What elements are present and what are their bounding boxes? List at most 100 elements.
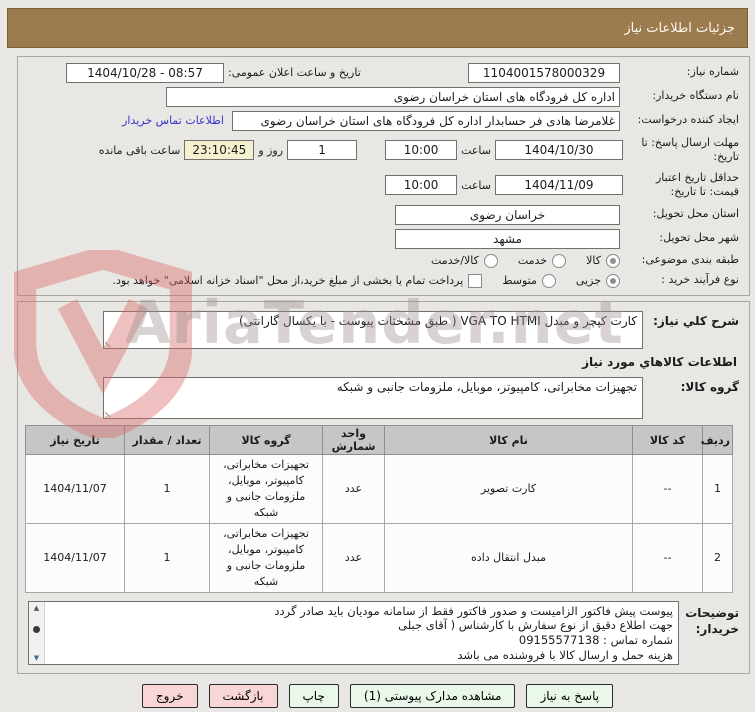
validity-time-field[interactable]: 10:00 xyxy=(385,175,458,195)
col-header-name: نام کالا xyxy=(384,425,633,455)
deadline-time-field[interactable]: 10:00 xyxy=(385,140,458,160)
radio-option-medium[interactable]: متوسط xyxy=(502,273,556,288)
notes-scrollbar[interactable]: ▲ ▼ xyxy=(29,601,45,664)
radio-icon[interactable] xyxy=(552,253,567,268)
goods-table-header-row: ردیف کد کالا نام کالا واحد شمارش گروه کا… xyxy=(25,425,733,455)
col-header-qty: تعداد / مقدار xyxy=(124,425,210,455)
need-number-field[interactable]: 1104001578000329 xyxy=(468,62,620,83)
treasury-checkbox-option[interactable]: پرداخت تمام یا بخشی از مبلغ خرید،از محل … xyxy=(112,273,483,288)
notes-line: جهت اطلاع دقیق از نوع سفارش با کارشناس (… xyxy=(398,618,673,633)
radio-option-goods[interactable]: کالا xyxy=(586,253,620,268)
table-row: 1 -- کارت تصویر عدد تجهیزات مخابراتی، کا… xyxy=(25,454,733,524)
cell-need-date: 1404/11/07 xyxy=(25,454,125,524)
cell-row: 2 xyxy=(702,522,733,593)
buyer-org-label: نام دستگاه خریدار: xyxy=(652,89,739,103)
province-row: استان محل تحویل: خراسان رضوی xyxy=(28,204,739,225)
radio-option-goods-service[interactable]: کالا/خدمت xyxy=(431,253,498,268)
validity-hour-label: ساعت xyxy=(461,178,491,192)
buyer-org-field[interactable]: اداره کل فرودگاه های استان خراسان رضوی xyxy=(166,86,620,107)
deadline-hour-label: ساعت xyxy=(461,143,491,157)
table-row: 2 -- مبدل انتقال داده عدد تجهیزات مخابرا… xyxy=(25,522,733,593)
buyer-notes-text: پیوست پیش فاکتور الزامیست و صدور فاکتور … xyxy=(45,602,678,664)
goods-group-label: گروه کالا: xyxy=(680,380,739,394)
goods-group-textarea[interactable]: تجهیزات مخابراتی، کامپیوتر، موبایل، ملزو… xyxy=(103,377,643,419)
announce-datetime-field[interactable]: 1404/10/28 - 08:57 xyxy=(66,62,224,83)
price-validity-row: حداقل تاریخ اعتبار قیمت: تا تاریخ: 1404/… xyxy=(28,169,739,201)
goods-section-title: اطلاعات کالاهاي مورد نیاز xyxy=(582,355,737,369)
goods-group-row: گروه کالا: تجهیزات مخابراتی، کامپیوتر، م… xyxy=(28,377,739,419)
cell-name: مبدل انتقال داده xyxy=(384,522,633,593)
page-title-bar: جزئیات اطلاعات نیاز xyxy=(7,8,748,48)
scroll-thumb[interactable] xyxy=(33,625,40,633)
deadline-date-field[interactable]: 1404/10/30 xyxy=(495,140,623,160)
buyer-notes-row: توضیحات خریدار: پیوست پیش فاکتور الزامیس… xyxy=(28,600,739,665)
purchase-type-label: نوع فرآیند خرید : xyxy=(661,273,739,287)
creator-label: ایجاد کننده درخواست: xyxy=(637,113,739,127)
treasury-checkbox-label: پرداخت تمام یا بخشی از مبلغ خرید،از محل … xyxy=(112,274,464,287)
validity-date-field[interactable]: 1404/11/09 xyxy=(495,175,623,195)
notes-line: هزینه حمل و ارسال کالا با فروشنده می باش… xyxy=(457,647,673,662)
radio-label: کالا xyxy=(586,254,601,267)
city-field[interactable]: مشهد xyxy=(395,228,620,249)
cell-unit: عدد xyxy=(322,454,385,524)
cell-qty: 1 xyxy=(124,522,210,593)
classification-row: طبقه بندی موضوعی: کالا خدمت کالا/خدمت xyxy=(28,252,739,269)
cell-row: 1 xyxy=(702,454,733,524)
remaining-countdown-field: 23:10:45 xyxy=(184,140,255,160)
remaining-suffix-label: ساعت باقی مانده xyxy=(98,143,181,157)
announce-cluster: تاریخ و ساعت اعلان عمومی: 1404/10/28 - 0… xyxy=(66,62,365,83)
scroll-down-icon[interactable]: ▼ xyxy=(33,653,40,662)
remaining-days-label: روز و xyxy=(258,143,284,157)
col-header-unit: واحد شمارش xyxy=(322,425,385,455)
radio-icon[interactable] xyxy=(483,253,498,268)
response-deadline-row: مهلت ارسال پاسخ: تا تاریخ: 1404/10/30 سا… xyxy=(28,134,739,166)
resize-grip-icon[interactable] xyxy=(105,409,113,417)
buyer-org-row: نام دستگاه خریدار: اداره کل فرودگاه های … xyxy=(28,86,739,107)
province-field[interactable]: خراسان رضوی xyxy=(395,204,620,225)
need-number-row: شماره نیاز: 1104001578000329 تاریخ و ساع… xyxy=(28,62,739,83)
cell-name: کارت تصویر xyxy=(384,454,633,524)
creator-row: ایجاد کننده درخواست: غلامرضا هادی فر حسا… xyxy=(28,110,739,131)
goods-info-groupbox: شرح کلي نیاز: کارت کپچر و مبدل VGA TO HT… xyxy=(17,301,750,674)
col-header-need-date: تاریخ نیاز xyxy=(25,425,125,455)
need-description-row: شرح کلي نیاز: کارت کپچر و مبدل VGA TO HT… xyxy=(28,311,739,349)
checkbox-icon[interactable] xyxy=(468,273,483,288)
need-info-groupbox: شماره نیاز: 1104001578000329 تاریخ و ساع… xyxy=(17,56,750,296)
radio-icon[interactable] xyxy=(606,273,620,288)
deadline-label: مهلت ارسال پاسخ: تا تاریخ: xyxy=(641,135,739,163)
buyer-contact-link[interactable]: اطلاعات تماس خریدار xyxy=(122,114,224,127)
cell-code: -- xyxy=(632,454,703,524)
need-number-label: شماره نیاز: xyxy=(686,65,739,79)
col-header-group: گروه کالا xyxy=(209,425,323,455)
radio-label: خدمت xyxy=(517,254,548,267)
notes-line: شماره تماس : 09155577138 xyxy=(518,632,673,647)
cell-qty: 1 xyxy=(124,454,210,524)
need-description-textarea[interactable]: کارت کپچر و مبدل VGA TO HTMI ( طبق مشخثا… xyxy=(103,311,643,349)
cell-need-date: 1404/11/07 xyxy=(25,522,125,593)
radio-option-minor[interactable]: جزیی xyxy=(576,273,620,288)
cell-code: -- xyxy=(632,522,703,593)
tender-detail-page: { "colors": { "title_bar_bg": "#9c7c4e",… xyxy=(0,8,755,712)
radio-label: کالا/خدمت xyxy=(431,254,479,267)
cell-group: تجهیزات مخابراتی، کامپیوتر، موبایل، ملزو… xyxy=(209,454,323,524)
cell-unit: عدد xyxy=(322,522,385,593)
creator-field[interactable]: غلامرضا هادی فر حسابدار اداره کل فرودگاه… xyxy=(232,110,620,131)
goods-group-text: تجهیزات مخابراتی، کامپیوتر، موبایل، ملزو… xyxy=(336,380,637,394)
scroll-up-icon[interactable]: ▲ xyxy=(33,603,40,612)
purchase-type-row: نوع فرآیند خرید : جزیی متوسط پرداخت تمام… xyxy=(28,271,739,290)
col-header-code: کد کالا xyxy=(632,425,703,455)
classification-label: طبقه بندی موضوعی: xyxy=(641,253,739,267)
announce-label: تاریخ و ساعت اعلان عمومی: xyxy=(228,66,361,79)
col-header-row: ردیف xyxy=(701,425,733,455)
resize-grip-icon[interactable] xyxy=(105,339,113,347)
page-title: جزئیات اطلاعات نیاز xyxy=(624,20,735,36)
validity-label: حداقل تاریخ اعتبار قیمت: تا تاریخ: xyxy=(655,170,739,198)
buyer-notes-textarea[interactable]: پیوست پیش فاکتور الزامیست و صدور فاکتور … xyxy=(28,600,679,665)
remaining-days-field: 1 xyxy=(287,140,358,160)
radio-icon[interactable] xyxy=(606,253,620,268)
province-label: استان محل تحویل: xyxy=(652,207,739,221)
notes-line: پیوست پیش فاکتور الزامیست و صدور فاکتور … xyxy=(274,603,673,618)
radio-option-service[interactable]: خدمت xyxy=(517,253,567,268)
need-description-label: شرح کلي نیاز: xyxy=(653,314,739,328)
radio-icon[interactable] xyxy=(541,273,556,288)
